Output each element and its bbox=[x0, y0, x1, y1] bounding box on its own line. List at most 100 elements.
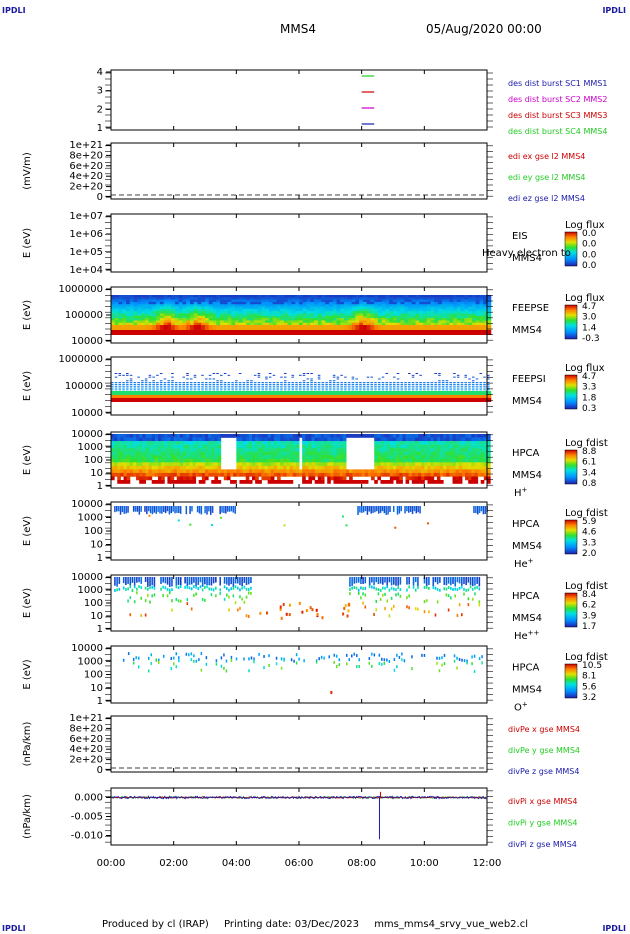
heatmap-cell-hpca_he1 bbox=[232, 506, 235, 513]
heatmap-cell-hpca_h bbox=[324, 451, 328, 456]
heatmap-cell-hpca_h bbox=[255, 462, 259, 467]
heatmap-cell-hpca_h bbox=[377, 465, 381, 470]
heatmap-cell-feepse bbox=[167, 301, 172, 305]
heatmap-cell-hpca_he1 bbox=[159, 506, 161, 514]
heatmap-cell-feepsi bbox=[453, 385, 456, 387]
heatmap-cell-feepse bbox=[302, 299, 308, 303]
heatmap-cell-feepsi bbox=[287, 398, 292, 402]
heatmap-cell-feepse bbox=[141, 295, 146, 298]
heatmap-cell-hpca_h bbox=[158, 469, 162, 474]
heatmap-cell-feepse bbox=[156, 320, 161, 324]
heatmap-cell-feepsi bbox=[434, 398, 439, 402]
heatmap-cell-feepse bbox=[129, 315, 135, 319]
heatmap-cell-feepse bbox=[299, 311, 304, 314]
heatmap-cell-hpca_he2 bbox=[417, 607, 419, 611]
heatmap-cell-hpca_he2 bbox=[127, 599, 129, 603]
heatmap-cell-feepse bbox=[377, 330, 383, 335]
heatmap-cell-feepse bbox=[276, 299, 281, 303]
heatmap-cell-hpca_h bbox=[399, 462, 403, 467]
heatmap-cell-hpca_h bbox=[205, 437, 209, 442]
heatmap-cell-feepse bbox=[445, 320, 450, 324]
heatmap-cell-hpca_he2 bbox=[393, 604, 395, 608]
heatmap-cell-hpca_he2 bbox=[425, 599, 428, 603]
heatmap-cell-feepse bbox=[163, 297, 168, 300]
heatmap-cell-hpca_h bbox=[245, 472, 250, 477]
heatmap-cell-hpca_h bbox=[120, 458, 125, 463]
heatmap-cell-feepse bbox=[411, 308, 417, 312]
heatmap-cell-hpca_h bbox=[305, 437, 309, 442]
heatmap-cell-hpca_h bbox=[195, 448, 200, 452]
heatmap-cell-hpca_h bbox=[126, 458, 131, 463]
heatmap-cell-hpca_h bbox=[389, 480, 394, 484]
heatmap-cell-hpca_h bbox=[349, 469, 353, 474]
heatmap-cell-hpca_h bbox=[461, 455, 466, 460]
heatmap-cell-feepse bbox=[178, 301, 183, 305]
heatmap-cell-hpca_h bbox=[198, 469, 203, 474]
heatmap-cell-hpca_h bbox=[151, 451, 156, 456]
heatmap-cell-feepse bbox=[340, 299, 345, 303]
heatmap-cell-hpca_he1 bbox=[366, 506, 369, 515]
heatmap-cell-feepse bbox=[464, 320, 469, 324]
heatmap-cell-feepsi bbox=[366, 389, 370, 391]
heatmap-cell-hpca_h bbox=[468, 480, 472, 484]
heatmap-cell-hpca_he1 bbox=[475, 506, 477, 514]
heatmap-cell-hpca_h bbox=[283, 451, 287, 456]
heatmap-cell-feepsi bbox=[197, 389, 201, 391]
heatmap-cell-feepse bbox=[347, 322, 353, 326]
heatmap-cell-hpca_h bbox=[452, 472, 457, 477]
heatmap-cell-hpca_h bbox=[151, 437, 156, 442]
heatmap-cell-feepse bbox=[216, 315, 221, 319]
heatmap-cell-feepse bbox=[355, 306, 360, 310]
heatmap-cell-feepsi bbox=[344, 383, 347, 385]
heatmap-cell-hpca_h bbox=[261, 444, 266, 449]
heatmap-cell-feepse bbox=[366, 297, 371, 300]
heatmap-cell-feepsi bbox=[111, 398, 116, 402]
heatmap-cell-hpca_he2 bbox=[388, 614, 391, 618]
heatmap-cell-feepse bbox=[197, 301, 202, 305]
heatmap-cell-hpca_h bbox=[183, 437, 187, 442]
heatmap-cell-feepsi bbox=[449, 382, 452, 384]
heatmap-cell-feepse bbox=[152, 299, 157, 303]
heatmap-cell-feepse bbox=[487, 313, 492, 317]
heatmap-cell-hpca_h bbox=[267, 444, 272, 449]
heatmap-cell-feepse bbox=[332, 295, 338, 298]
heatmap-cell-feepse bbox=[238, 330, 244, 335]
heatmap-cell-hpca_h bbox=[405, 476, 410, 481]
heatmap-cell-feepse bbox=[186, 313, 191, 317]
heatmap-cell-feepse bbox=[118, 295, 123, 298]
heatmap-cell-hpca_he2 bbox=[395, 577, 397, 586]
heatmap-cell-hpca_h bbox=[139, 448, 143, 452]
heatmap-cell-hpca_h bbox=[480, 455, 485, 460]
heatmap-cell-feepse bbox=[178, 311, 183, 314]
heatmap-cell-feepse bbox=[344, 311, 349, 314]
heatmap-cell-feepsi bbox=[250, 389, 253, 391]
heatmap-cell-feepse bbox=[344, 299, 349, 303]
heatmap-cell-hpca_h bbox=[377, 455, 381, 460]
heatmap-cell-hpca_he2 bbox=[204, 577, 206, 585]
colorbar-title-hpca_he1: Log fdist bbox=[565, 508, 608, 519]
heatmap-cell-feepsi bbox=[212, 391, 217, 395]
heatmap-cell-hpca_h bbox=[314, 444, 319, 449]
heatmap-cell-hpca_h bbox=[465, 458, 469, 463]
heatmap-cell-hpca_h bbox=[452, 476, 457, 481]
heatmap-cell-hpca_h bbox=[292, 444, 297, 449]
heatmap-cell-feepse bbox=[347, 308, 353, 312]
heatmap-cell-feepse bbox=[426, 313, 432, 317]
heatmap-cell-feepsi bbox=[235, 398, 240, 402]
heatmap-cell-feepse bbox=[370, 297, 375, 300]
heatmap-cell-feepse bbox=[374, 325, 379, 330]
heatmap-cell-feepse bbox=[144, 311, 150, 314]
heatmap-cell-feepse bbox=[291, 322, 296, 326]
heatmap-cell-hpca_he2 bbox=[131, 588, 134, 592]
heatmap-cell-hpca_h bbox=[292, 465, 297, 470]
heatmap-cell-hpca_h bbox=[330, 476, 334, 481]
heatmap-cell-feepse bbox=[163, 315, 168, 319]
heatmap-cell-hpca_he1 bbox=[419, 506, 421, 514]
heatmap-cell-feepse bbox=[419, 315, 424, 319]
heatmap-cell-hpca_h bbox=[129, 455, 134, 460]
heatmap-cell-hpca_h bbox=[440, 441, 444, 445]
heatmap-cell-feepse bbox=[129, 306, 135, 310]
heatmap-cell-feepse bbox=[366, 295, 371, 298]
heatmap-cell-hpca_h bbox=[286, 448, 291, 452]
heatmap-cell-hpca_h bbox=[342, 472, 347, 477]
